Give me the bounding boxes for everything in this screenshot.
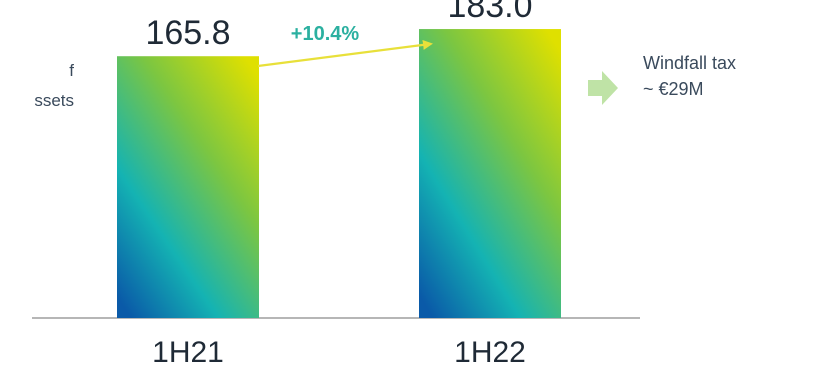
growth-arrow (257, 39, 433, 68)
annotation-line-2: ~ €29M (643, 79, 704, 99)
bar-1h22 (419, 29, 561, 318)
cropped-label-line-2: ssets (34, 91, 74, 110)
growth-label: +10.4% (291, 23, 360, 45)
annotation-line-1: Windfall tax (643, 53, 737, 73)
value-label-1h21: 165.8 (145, 14, 230, 52)
side-arrow-icon (588, 71, 618, 105)
category-label-1h21: 1H21 (152, 336, 224, 369)
value-label-1h22: 183.0 (447, 0, 532, 25)
category-label-1h22: 1H22 (454, 336, 526, 369)
cropped-label-line-1: f (69, 61, 74, 80)
cropped-label: f ssets (0, 56, 74, 116)
bar-1h21 (117, 56, 259, 319)
windfall-tax-annotation: Windfall tax ~ €29M (643, 50, 736, 102)
